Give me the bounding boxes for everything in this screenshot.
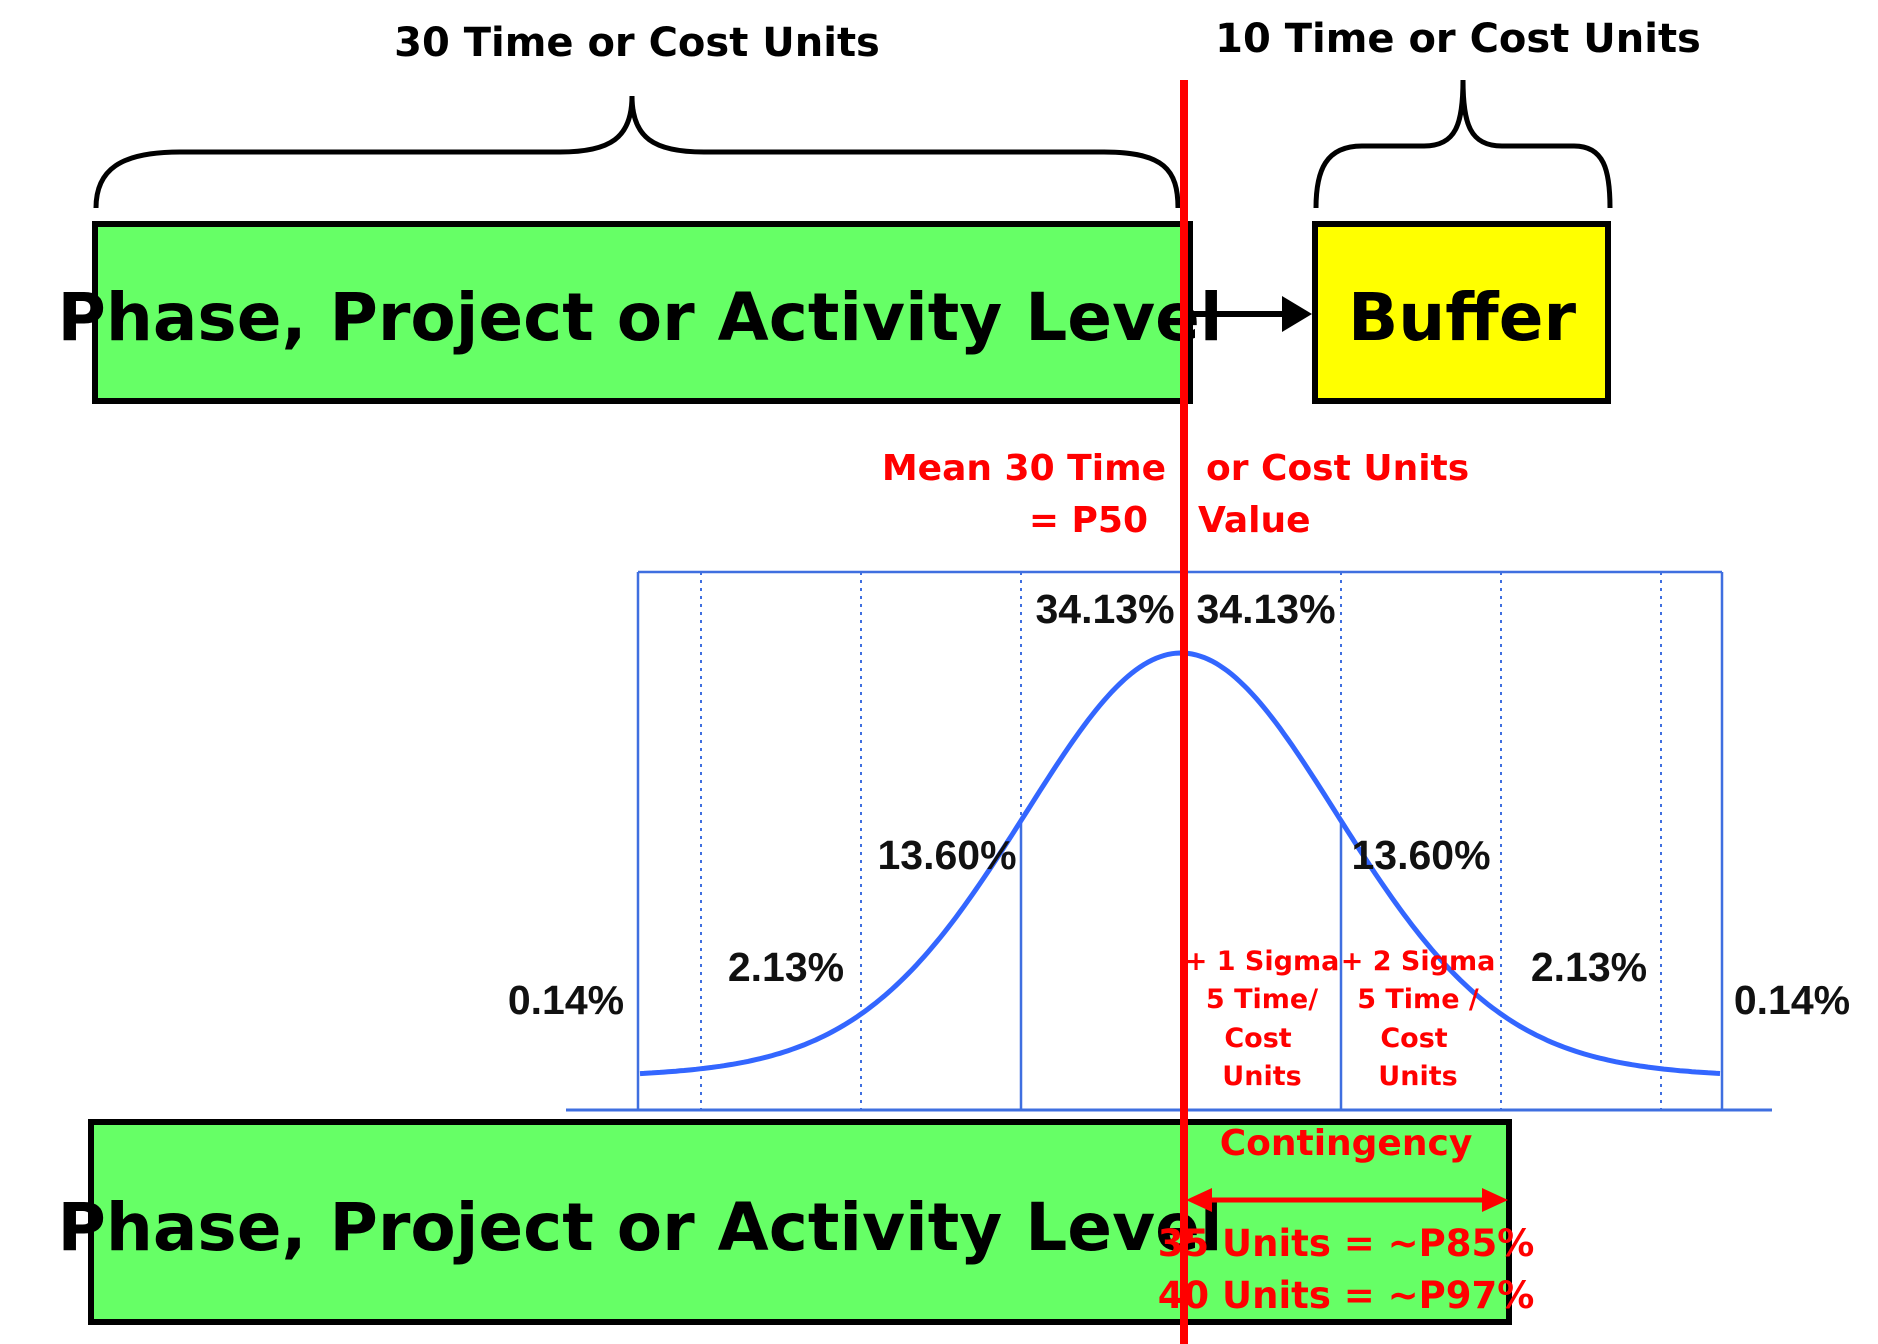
svg-text:+ 2 Sigma: + 2 Sigma <box>1341 946 1496 977</box>
brace-left <box>93 95 1181 209</box>
sigma-solid-guides <box>1019 820 1343 1110</box>
phase-box-bottom-label: Phase, Project or Activity Level <box>58 1189 1223 1266</box>
pct-right-2sigma: 2.13% <box>1531 944 1647 990</box>
pct-right-mean: 34.13% <box>1196 586 1335 632</box>
phase-box-top <box>92 221 1193 404</box>
contingency-arrow-right-head <box>1482 1188 1508 1212</box>
brace-left-label: 30 Time or Cost Units <box>394 20 880 66</box>
phase-box-bottom <box>88 1119 1512 1325</box>
svg-text:Units: Units <box>1378 1061 1457 1092</box>
svg-text:Cost: Cost <box>1224 1023 1291 1054</box>
brace-right <box>1313 79 1613 209</box>
pct-left-mean: 34.13% <box>1035 586 1174 632</box>
svg-text:Units: Units <box>1222 1061 1301 1092</box>
mean-label-line2-left: = P50 <box>1029 500 1148 541</box>
brace-right-label: 10 Time or Cost Units <box>1215 16 1701 62</box>
p97-label: 40 Units = ~P97% <box>1158 1274 1535 1317</box>
buffer-box-label: Buffer <box>1348 279 1577 356</box>
pct-left-2sigma: 2.13% <box>728 944 844 990</box>
svg-text:5 Time/: 5 Time/ <box>1206 984 1318 1015</box>
buffer-box <box>1312 221 1611 404</box>
mean-label-line2-right: Value <box>1198 500 1311 541</box>
p85-label: 35 Units = ~P85% <box>1158 1222 1535 1265</box>
pct-left-1sigma: 13.60% <box>877 832 1016 878</box>
pct-left-3sigma: 0.14% <box>508 977 624 1023</box>
mean-label-line1-right: or Cost Units <box>1206 448 1469 489</box>
pct-right-3sigma: 0.14% <box>1734 977 1850 1023</box>
svg-text:Cost: Cost <box>1380 1023 1447 1054</box>
pct-right-1sigma: 13.60% <box>1351 832 1490 878</box>
sigma2-label: + 2 Sigma 5 Time / Cost Units <box>1341 946 1496 1092</box>
sigma1-label: + 1 Sigma 5 Time/ Cost Units <box>1185 946 1340 1092</box>
contingency-label: Contingency <box>1220 1123 1473 1164</box>
buffer-arrow-head <box>1282 296 1312 332</box>
contingency-arrow-left-head <box>1186 1188 1212 1212</box>
svg-text:5 Time /: 5 Time / <box>1357 984 1479 1015</box>
svg-text:+ 1 Sigma: + 1 Sigma <box>1185 946 1340 977</box>
mean-label-line1-left: Mean 30 Time <box>882 448 1166 489</box>
phase-box-top-label: Phase, Project or Activity Level <box>58 279 1223 356</box>
